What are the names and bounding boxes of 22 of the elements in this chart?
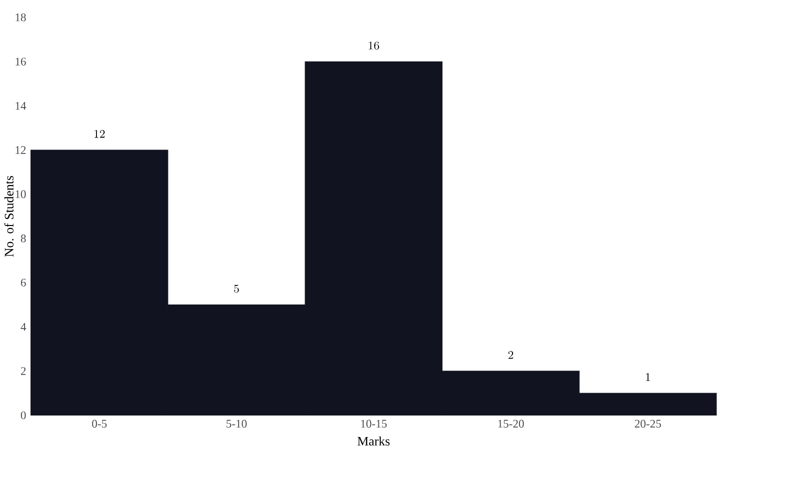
- y-tick-label: 4: [20, 323, 26, 331]
- y-axis-title: No. of Students: [4, 176, 14, 257]
- x-tick-label: 10-15: [361, 420, 387, 428]
- y-tick-label: 2: [20, 367, 26, 376]
- data-label: 5: [234, 284, 239, 293]
- x-tick-label: 15-20: [498, 420, 524, 428]
- y-tick-label: 18: [16, 14, 26, 22]
- y-tick-label: 16: [16, 58, 26, 66]
- data-label: 16: [368, 42, 380, 50]
- y-tick-label: 14: [16, 102, 26, 110]
- y-tick-label: 6: [20, 278, 26, 287]
- x-tick-label: 0-5: [92, 420, 107, 428]
- y-tick-label: 8: [20, 234, 26, 243]
- x-axis-title: Marks: [358, 436, 390, 446]
- x-tick-label: 20-25: [634, 420, 661, 428]
- y-tick-label: 10: [16, 190, 26, 198]
- y-tick-label: 12: [16, 146, 26, 154]
- data-label: 2: [508, 351, 514, 359]
- data-label: 12: [94, 130, 105, 138]
- y-tick-label: 0: [20, 412, 26, 420]
- x-tick-label: 5-10: [226, 420, 247, 428]
- data-label: 1: [646, 373, 650, 382]
